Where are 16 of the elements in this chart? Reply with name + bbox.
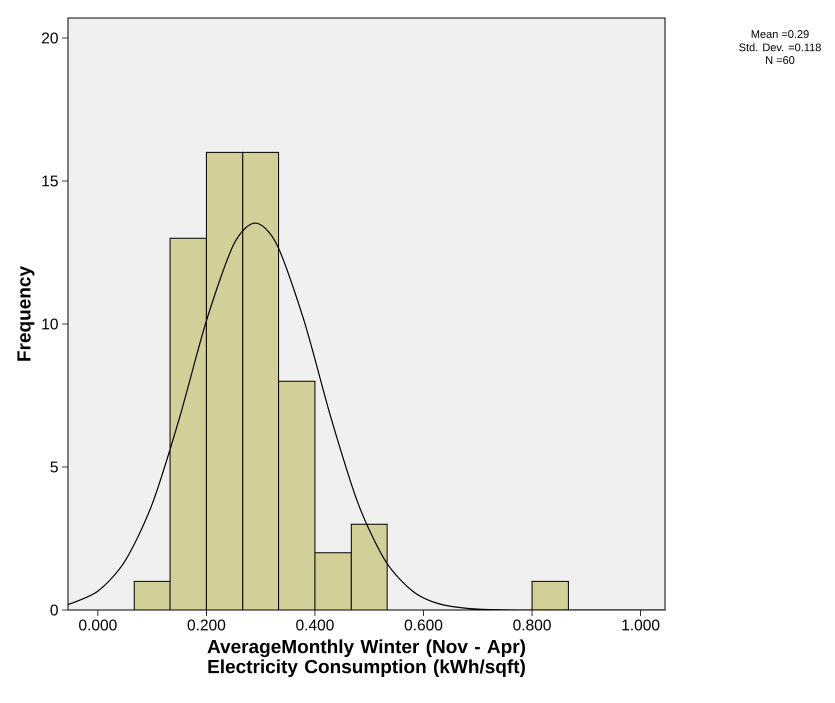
y-tick-label: 20	[42, 32, 58, 44]
x-axis-title: AverageMonthly Winter (Nov - Apr) Electricity Consumption (kWh/sqft)	[207, 639, 526, 678]
x-tick-label: 0.600	[404, 620, 442, 630]
x-tick-label: 1.000	[622, 620, 660, 630]
text: Std. Dev. =0.118	[739, 43, 821, 52]
y-tick-label: 5	[50, 462, 58, 472]
y-tick-label: 10	[42, 318, 58, 330]
x-tick-label: 0.200	[188, 620, 226, 630]
x-tick-label: 0.800	[513, 620, 551, 630]
text: N =60	[766, 56, 794, 64]
x-tick-label: 0.000	[79, 620, 117, 630]
text: Mean =0.29	[752, 30, 809, 38]
y-tick-label: 0	[50, 604, 58, 616]
y-tick-label: 15	[42, 176, 58, 186]
x-tick-label: 0.400	[296, 620, 334, 630]
y-axis-title: Frequency	[17, 266, 34, 361]
